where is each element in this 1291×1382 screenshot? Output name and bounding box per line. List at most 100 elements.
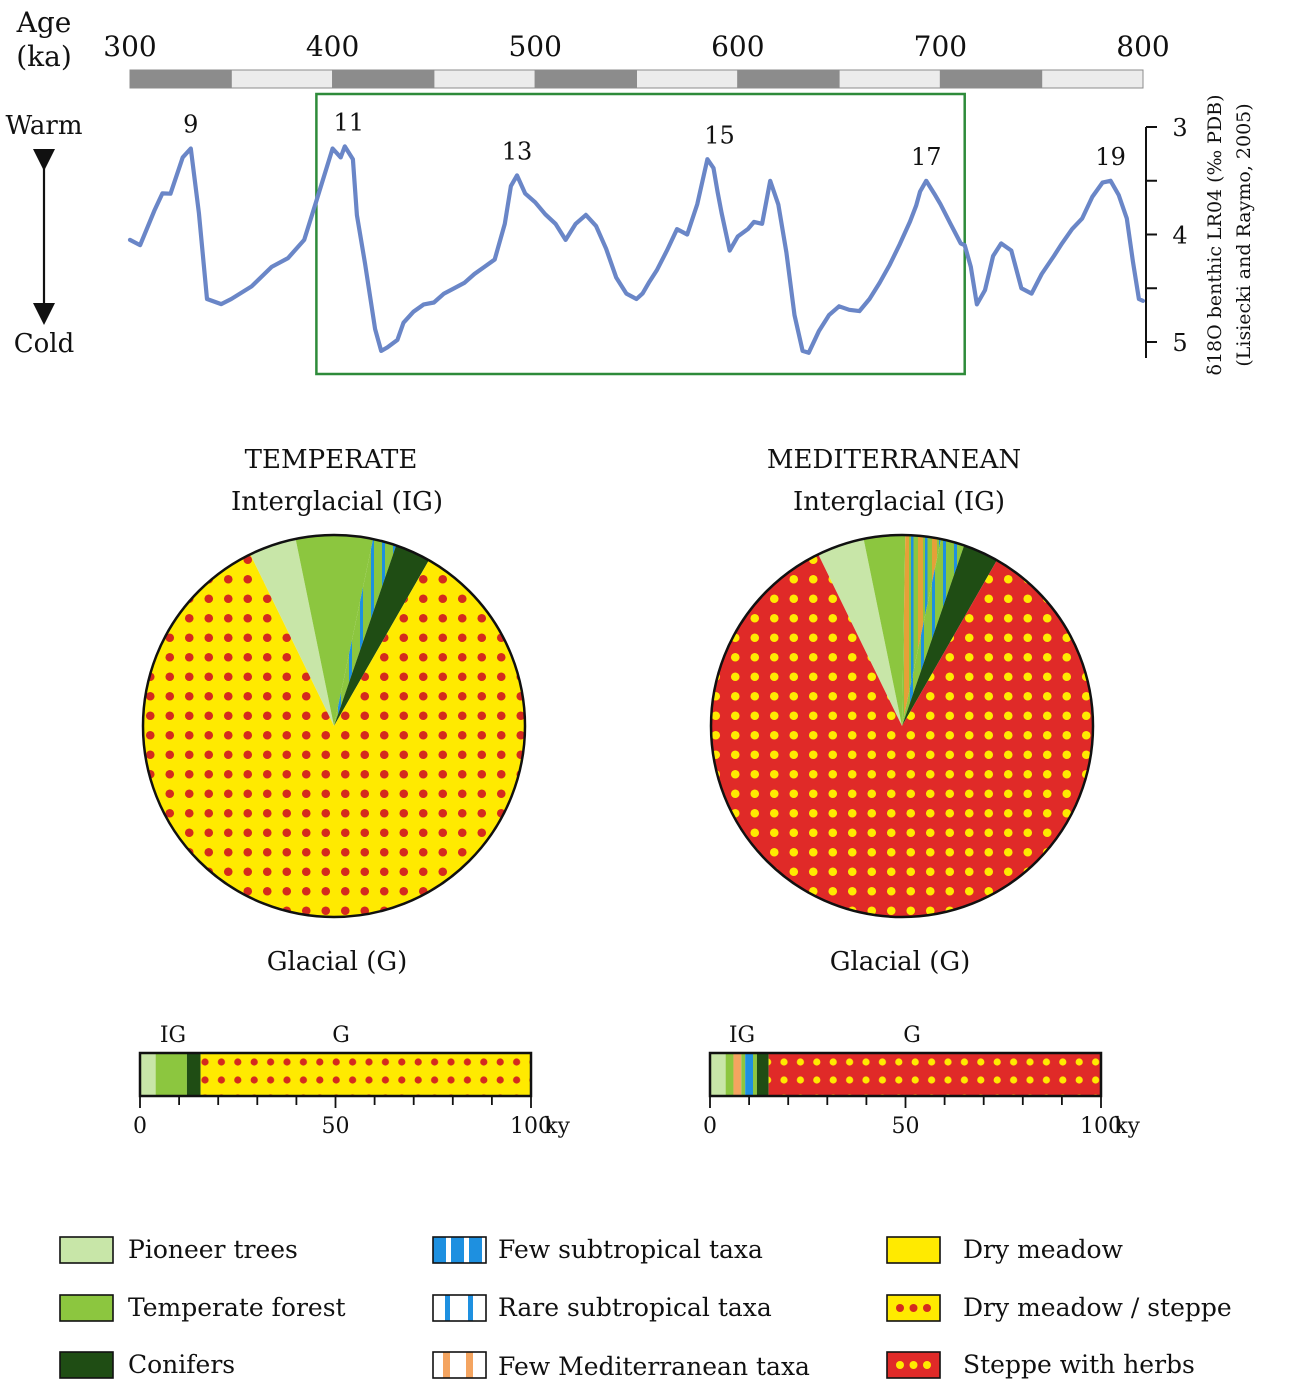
pie-mediterranean-slices (709, 533, 1095, 919)
stage-labels: 9 11 13 15 17 19 (183, 108, 1126, 170)
pie-mediterranean: MEDITERRANEAN Interglacial (IG) Glacial … (709, 445, 1095, 977)
pie-slice-few-subtropical-taxa (902, 539, 965, 726)
bar-segment-conifers (186, 1053, 201, 1096)
age-scale-segment (534, 69, 638, 89)
pie-temperate-title: TEMPERATE (245, 445, 418, 475)
legend-item-few-mediterranean: Few Mediterranean taxa (432, 1351, 810, 1381)
y-tick-label: 4 (1172, 222, 1187, 250)
legend-label-rare-subtropical: Rare subtropical taxa (498, 1293, 772, 1322)
bar-tick-label: 50 (892, 1114, 920, 1139)
age-scale-segment (737, 69, 840, 89)
stage-label: 15 (704, 121, 735, 149)
bar-tick-label: 0 (703, 1114, 717, 1139)
legend-item-dry-meadow: Dry meadow (886, 1235, 1124, 1264)
bar-tick-label: 100 (510, 1114, 552, 1139)
age-scale-segment (230, 69, 334, 89)
legend-swatch-steppe-herbs (886, 1351, 941, 1379)
cold-label: Cold (14, 329, 75, 359)
legend-label-dry-meadow-steppe: Dry meadow / steppe (963, 1293, 1232, 1322)
bar-segment-temperate-forest (155, 1053, 187, 1096)
legend-item-dry-meadow-steppe: Dry meadow / steppe (886, 1293, 1232, 1322)
x-tick-label: 700 (914, 30, 967, 63)
pie-slice-conifers (902, 545, 997, 726)
y-axis-label-line1: δ18O benthic LR04 (‰ PDB) (1204, 95, 1226, 376)
x-axis-label-line2: (ka) (16, 40, 72, 73)
warm-label: Warm (5, 111, 82, 141)
legend-label-steppe-herbs: Steppe with herbs (963, 1350, 1195, 1379)
pie-temperate-g-label: Glacial (G) (267, 947, 408, 977)
bar-segment-few-mediterranean-taxa (733, 1053, 742, 1096)
legend: Pioneer trees Temperate forest Conifers … (59, 1235, 1232, 1381)
pie-slice-conifers (334, 545, 429, 726)
highlight-box (315, 92, 966, 376)
bar-segment-dry-meadow-steppe (200, 1053, 532, 1096)
bar-mediterranean-ig-label: IG (729, 1023, 755, 1048)
age-scale-segment (433, 69, 536, 89)
pie-slice-few-subtropical-taxa (334, 539, 397, 726)
bar-segment-few-subtropical-taxa (745, 1053, 754, 1096)
bar-segment-temperate-forest (741, 1053, 746, 1096)
age-scale-segment (332, 69, 435, 89)
bar-segment-steppe-with-herbs (768, 1053, 1101, 1096)
pie-slice-few-mediterranean-taxa (902, 535, 942, 726)
age-scale-segment (1041, 69, 1144, 89)
legend-swatch-few-mediterranean (432, 1351, 487, 1379)
legend-swatch-pioneer-trees (59, 1236, 114, 1264)
isotope-series-line (127, 144, 1146, 355)
legend-item-conifers: Conifers (59, 1350, 235, 1379)
bar-tick-label: 50 (322, 1114, 350, 1139)
x-tick-label: 400 (306, 30, 359, 63)
y-tick-label: 3 (1172, 114, 1187, 142)
bar-segment-pioneer-trees (710, 1053, 726, 1096)
legend-item-rare-subtropical: Rare subtropical taxa (432, 1293, 772, 1322)
pie-slice-temperate-forest (295, 535, 374, 726)
legend-swatch-dry-meadow (886, 1236, 941, 1264)
bar-segment-temperate-forest (725, 1053, 734, 1096)
legend-swatch-few-subtropical (432, 1236, 487, 1264)
x-tick-label: 800 (1116, 30, 1169, 63)
age-scale-segment (129, 69, 232, 89)
pie-mediterranean-ig-label: Interglacial (IG) (793, 487, 1005, 517)
pie-mediterranean-title: MEDITERRANEAN (767, 445, 1021, 475)
pie-outline (709, 533, 1095, 919)
pie-outline (141, 533, 527, 919)
x-tick-label: 300 (103, 30, 156, 63)
legend-item-few-subtropical: Few subtropical taxa (432, 1235, 763, 1264)
bar-segment-temperate-forest (753, 1053, 757, 1096)
pie-slice-dry-meadow-steppe (142, 554, 525, 918)
stage-label: 9 (183, 111, 198, 139)
stage-label: 19 (1095, 143, 1126, 171)
x-tick-label: 600 (711, 30, 764, 63)
y-axis-label-line2: (Lisiecki and Raymo, 2005) (1233, 103, 1255, 366)
x-tick-label: 500 (508, 30, 561, 63)
legend-swatch-temperate-forest (59, 1294, 114, 1322)
pie-mediterranean-g-label: Glacial (G) (830, 947, 971, 977)
age-scale-bar (129, 69, 1144, 89)
pie-temperate-ig-label: Interglacial (IG) (231, 487, 443, 517)
bar-segment-conifers (756, 1053, 769, 1096)
bar-segment-pioneer-trees (140, 1053, 156, 1096)
bar-mediterranean-g-label: G (903, 1023, 921, 1048)
legend-swatch-conifers (59, 1351, 114, 1379)
legend-label-few-subtropical: Few subtropical taxa (498, 1235, 763, 1264)
legend-label-pioneer-trees: Pioneer trees (128, 1235, 298, 1264)
pie-temperate: TEMPERATE Interglacial (IG) Glacial (G) (141, 445, 527, 977)
legend-label-dry-meadow: Dry meadow (963, 1235, 1124, 1264)
bar-unit-label: ky (1114, 1114, 1140, 1139)
age-scale-segment (636, 69, 739, 89)
pie-slice-steppe-with-herbs (710, 554, 1093, 918)
pie-slice-pioneer-trees (250, 538, 334, 726)
x-tick-labels: 300 400 500 600 700 800 (103, 30, 1169, 63)
stage-label: 17 (911, 143, 942, 171)
y-axis: 3 4 5 (1145, 114, 1188, 358)
stage-label: 11 (334, 108, 365, 136)
bar-unit-label: ky (544, 1114, 570, 1139)
pie-slice-temperate-forest (863, 535, 906, 726)
bar-temperate-g-label: G (332, 1023, 350, 1048)
legend-swatch-rare-subtropical (432, 1294, 487, 1322)
